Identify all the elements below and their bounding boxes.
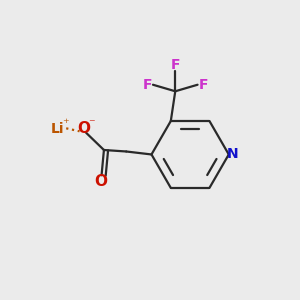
- Text: ⁻: ⁻: [88, 117, 95, 130]
- Text: ⁺: ⁺: [62, 117, 68, 130]
- Text: O: O: [94, 174, 107, 189]
- Text: Li: Li: [51, 122, 64, 136]
- Text: O: O: [77, 121, 90, 136]
- Text: F: F: [199, 78, 208, 92]
- Text: F: F: [170, 58, 180, 72]
- Text: F: F: [142, 78, 152, 92]
- Text: N: N: [227, 148, 239, 161]
